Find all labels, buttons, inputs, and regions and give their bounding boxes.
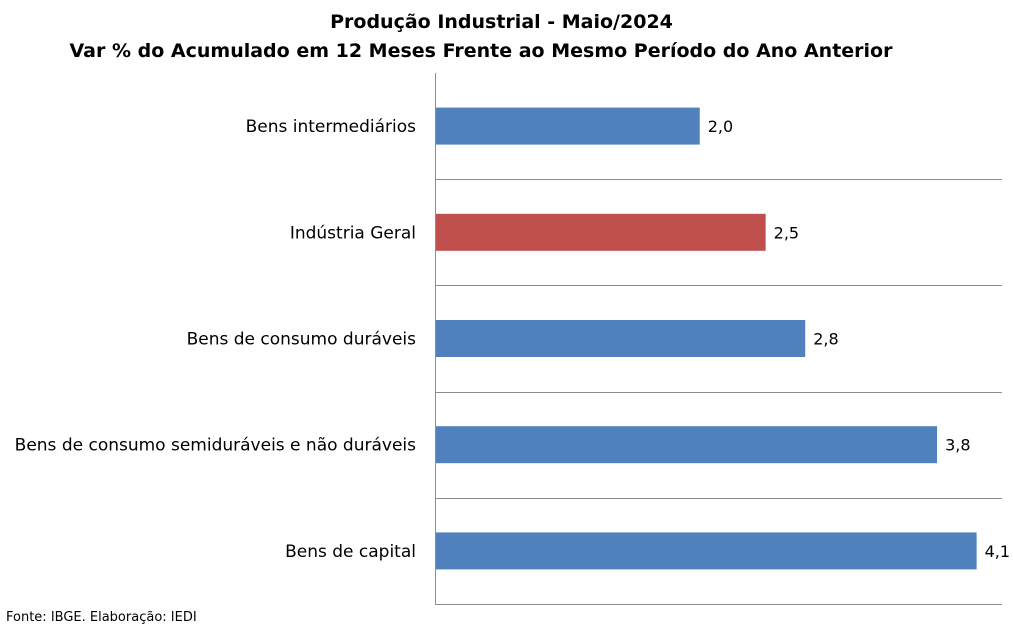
bar <box>436 213 766 251</box>
category-label: Indústria Geral <box>290 223 416 243</box>
bar <box>436 107 700 145</box>
chart-title: Produção Industrial - Maio/2024 <box>330 11 673 33</box>
chart-subtitle: Var % do Acumulado em 12 Meses Frente ao… <box>69 40 893 62</box>
bar <box>436 532 977 570</box>
data-label: 2,8 <box>813 330 838 349</box>
bar <box>436 320 806 357</box>
category-label: Bens intermediários <box>246 117 417 137</box>
data-label: 2,0 <box>708 117 733 136</box>
category-label: Bens de consumo duráveis <box>187 330 417 350</box>
source-note: Fonte: IBGE. Elaboração: IEDI <box>6 610 197 625</box>
data-label: 2,5 <box>774 223 799 242</box>
category-label: Bens de consumo semiduráveis e não duráv… <box>15 436 416 456</box>
bar <box>436 426 938 464</box>
data-label: 4,1 <box>985 542 1010 561</box>
data-label: 3,8 <box>945 436 970 455</box>
category-label: Bens de capital <box>285 542 416 562</box>
